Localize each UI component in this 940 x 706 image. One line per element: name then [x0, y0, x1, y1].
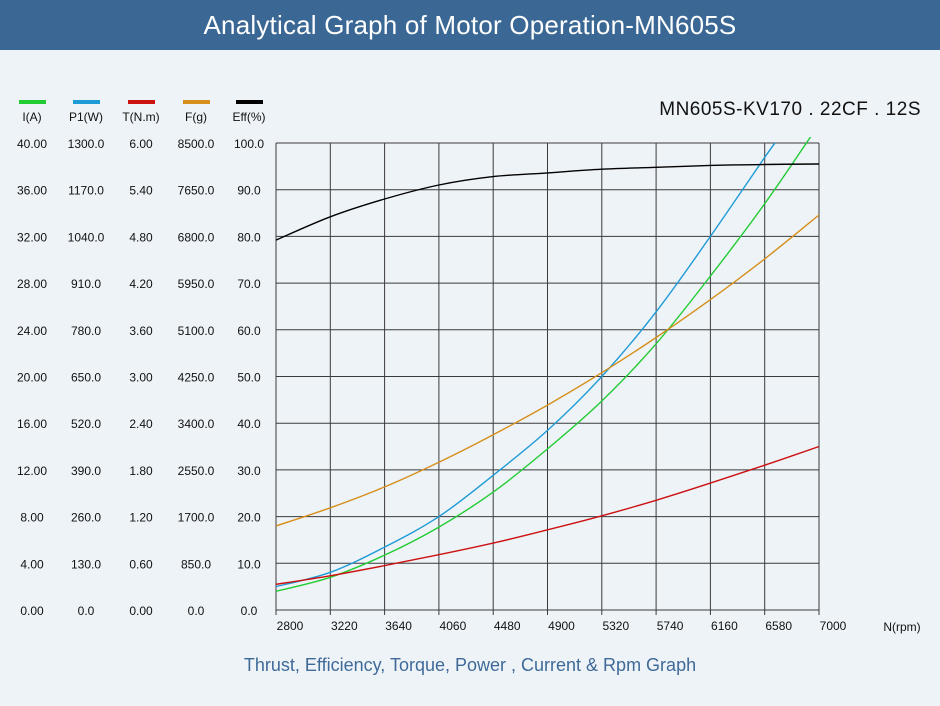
x-tick-label: 4060 [440, 619, 467, 633]
y-tick-label-eff: 40.0 [237, 417, 261, 431]
y-tick-label-t: 0.60 [129, 557, 153, 571]
x-axis-label: N(rpm) [883, 620, 920, 634]
series-line-t [276, 445, 819, 585]
y-tick-label-i: 28.00 [17, 277, 47, 291]
y-tick-label-p1: 650.0 [71, 371, 101, 385]
chart-area: 2800 3220 3640 4060 4480 4900 5320 5740 6160 6580… [0, 50, 940, 670]
legend-swatch-p1 [73, 100, 100, 104]
y-tick-label-eff: 60.0 [237, 324, 261, 338]
y-tick-label-f: 4250.0 [178, 371, 215, 385]
y-tick-label-f: 6800.0 [178, 230, 215, 244]
legend-label-p1: P1(W) [69, 110, 103, 124]
y-tick-label-p1: 520.0 [71, 417, 101, 431]
x-tick-label: 4480 [494, 619, 521, 633]
y-tick-label-t: 2.40 [129, 417, 153, 431]
chart-title: MN605S-KV170 . 22CF . 12S [659, 99, 921, 120]
y-tick-label-f: 5950.0 [178, 277, 215, 291]
page-title: Analytical Graph of Motor Operation-MN60… [203, 9, 737, 40]
y-tick-label-t: 5.40 [129, 184, 153, 198]
legend-label-f: F(g) [185, 110, 207, 124]
y-tick-label-eff: 70.0 [237, 277, 261, 291]
y-tick-label-eff: 80.0 [237, 230, 261, 244]
y-tick-label-p1: 1170.0 [68, 184, 104, 198]
y-tick-label-eff: 20.0 [237, 511, 261, 525]
y-tick-label-i: 12.00 [17, 464, 47, 478]
series-line-i [276, 137, 812, 592]
y-tick-label-f: 0.0 [188, 604, 205, 618]
y-tick-label-t: 4.80 [129, 230, 153, 244]
y-tick-label-eff: 50.0 [237, 371, 261, 385]
legend-label-i: I(A) [22, 110, 41, 124]
y-tick-label-t: 0.00 [129, 604, 153, 618]
y-tick-label-eff: 10.0 [237, 557, 261, 571]
x-tick-label: 6580 [765, 619, 792, 633]
y-tick-label-eff: 100.0 [234, 137, 264, 151]
legend-swatch-t [128, 100, 155, 104]
legend-swatch-eff [236, 100, 263, 104]
y-tick-label-i: 4.00 [20, 557, 44, 571]
y-tick-label-p1: 260.0 [71, 511, 101, 525]
x-tick-label: 4900 [548, 619, 575, 633]
y-tick-label-i: 24.00 [17, 324, 47, 338]
y-tick-label-p1: 1040.0 [68, 230, 105, 244]
y-tick-label-t: 3.60 [129, 324, 153, 338]
motor-operation-chart: 2800 3220 3640 4060 4480 4900 5320 5740 6160 6580… [17, 99, 921, 634]
y-tick-label-i: 8.00 [20, 511, 44, 525]
y-tick-label-p1: 780.0 [71, 324, 101, 338]
y-tick-label-p1: 0.0 [78, 604, 95, 618]
y-tick-label-t: 1.20 [129, 511, 153, 525]
series-line-p1 [276, 142, 776, 588]
y-tick-label-f: 850.0 [181, 557, 211, 571]
legend-swatch-i [19, 100, 46, 104]
y-tick-label-eff: 30.0 [237, 464, 261, 478]
x-tick-label: 3640 [385, 619, 412, 633]
y-tick-label-t: 4.20 [129, 277, 153, 291]
x-tick-label: 5740 [657, 619, 684, 633]
legend-label-eff: Eff(%) [232, 110, 265, 124]
y-tick-label-eff: 90.0 [237, 184, 261, 198]
y-tick-label-f: 1700.0 [178, 511, 215, 525]
y-tick-label-p1: 130.0 [71, 557, 101, 571]
legend-swatch-f [183, 100, 210, 104]
x-tick-label: 2800 [277, 619, 304, 633]
x-tick-label: 3220 [331, 619, 358, 633]
y-tick-label-p1: 1300.0 [68, 137, 105, 151]
y-tick-label-t: 1.80 [129, 464, 153, 478]
y-tick-label-i: 32.00 [17, 230, 47, 244]
x-tick-label: 5320 [602, 619, 629, 633]
y-tick-label-f: 5100.0 [178, 324, 215, 338]
x-tick-label: 6160 [711, 619, 738, 633]
y-tick-label-eff: 0.0 [241, 604, 258, 618]
y-tick-label-i: 0.00 [20, 604, 44, 618]
y-tick-label-i: 20.00 [17, 371, 47, 385]
series-line-eff [276, 163, 819, 241]
page-header: Analytical Graph of Motor Operation-MN60… [0, 0, 940, 50]
y-tick-label-i: 36.00 [17, 184, 47, 198]
series-line-f [276, 214, 819, 527]
chart-caption: Thrust, Efficiency, Torque, Power , Curr… [243, 655, 697, 675]
y-tick-label-f: 3400.0 [178, 417, 215, 431]
y-tick-label-p1: 910.0 [71, 277, 101, 291]
y-tick-label-t: 6.00 [129, 137, 153, 151]
y-tick-label-i: 40.00 [17, 137, 47, 151]
y-tick-label-p1: 390.0 [71, 464, 101, 478]
y-tick-label-f: 8500.0 [178, 137, 215, 151]
x-tick-label: 7000 [820, 619, 847, 633]
y-tick-label-t: 3.00 [129, 371, 153, 385]
y-tick-label-i: 16.00 [17, 417, 47, 431]
legend-label-t: T(N.m) [122, 110, 159, 124]
y-tick-label-f: 2550.0 [178, 464, 215, 478]
y-tick-label-f: 7650.0 [178, 184, 215, 198]
